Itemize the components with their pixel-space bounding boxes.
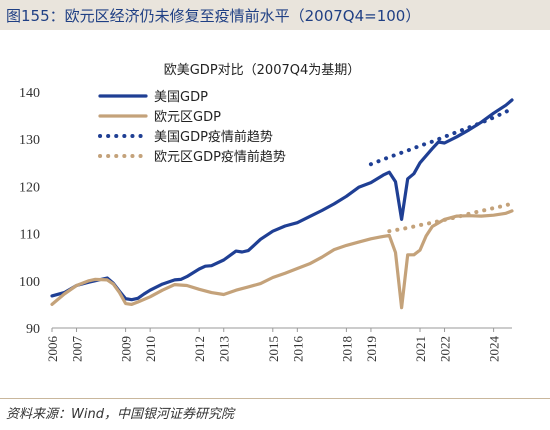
source-note: 资料来源：Wind，中国银河证券研究院 bbox=[6, 407, 234, 422]
legend-label: 美国GDP疫情前趋势 bbox=[154, 129, 273, 145]
chart-title: 欧美GDP对比（2007Q4为基期） bbox=[164, 63, 361, 78]
x-tick-label: 2019 bbox=[364, 336, 379, 362]
x-tick-label: 2018 bbox=[339, 336, 354, 362]
x-tick-label: 2013 bbox=[217, 336, 232, 362]
x-tick-label: 2021 bbox=[413, 336, 428, 362]
series-line-1 bbox=[50, 98, 514, 302]
x-tick-label: 2006 bbox=[45, 336, 60, 363]
y-tick-label: 120 bbox=[19, 180, 40, 195]
x-tick-label: 2015 bbox=[266, 336, 281, 362]
legend-label: 欧元区GDP bbox=[154, 110, 221, 125]
x-tick-label: 2012 bbox=[192, 336, 207, 362]
footer-divider bbox=[0, 398, 550, 399]
axes: 90 100 110 120 130 140 2006 2007 2009 2010 2012 201… bbox=[19, 86, 512, 362]
series-layer bbox=[50, 98, 514, 310]
figure-title-bar bbox=[0, 0, 550, 30]
legend-label: 美国GDP bbox=[154, 90, 208, 105]
x-tick-label: 2022 bbox=[438, 336, 453, 362]
series-line-3 bbox=[368, 106, 514, 167]
x-tick-label: 2009 bbox=[119, 336, 134, 362]
legend-label: 欧元区GDP疫情前趋势 bbox=[154, 149, 286, 165]
figure-title: 图155：欧元区经济仍未修复至疫情前水平（2007Q4=100） bbox=[6, 7, 421, 25]
series-line-2 bbox=[50, 209, 514, 310]
y-tick-label: 100 bbox=[19, 275, 40, 290]
x-tick-label: 2024 bbox=[487, 335, 502, 362]
y-tick-label: 110 bbox=[20, 228, 40, 243]
chart: 欧美GDP对比（2007Q4为基期） 90 100 110 120 130 140 2006… bbox=[19, 63, 514, 362]
y-tick-label: 140 bbox=[19, 86, 40, 101]
x-tick-label: 2007 bbox=[70, 336, 85, 363]
x-tick-label: 2016 bbox=[290, 336, 305, 363]
x-tick-label: 2010 bbox=[143, 336, 158, 362]
y-tick-label: 130 bbox=[19, 133, 40, 148]
y-tick-label: 90 bbox=[26, 322, 40, 337]
